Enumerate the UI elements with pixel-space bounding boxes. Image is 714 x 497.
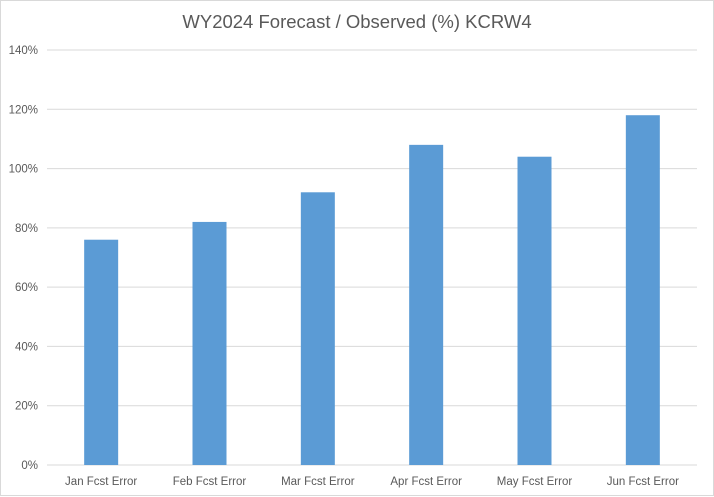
bar	[517, 156, 552, 465]
x-tick-label: Mar Fcst Error	[281, 476, 355, 488]
x-tick-label: Apr Fcst Error	[390, 476, 462, 488]
x-tick-label: Feb Fcst Error	[173, 476, 247, 488]
bar	[84, 239, 119, 465]
y-tick-label: 100%	[9, 164, 38, 176]
x-tick-label: Jun Fcst Error	[607, 476, 679, 488]
x-tick-label: Jan Fcst Error	[65, 476, 137, 488]
y-tick-label: 20%	[15, 401, 38, 413]
y-tick-label: 80%	[15, 223, 38, 235]
bar	[300, 192, 335, 466]
x-tick-label: May Fcst Error	[497, 476, 573, 488]
y-tick-label: 40%	[15, 341, 38, 353]
y-tick-label: 60%	[15, 282, 38, 294]
y-tick-label: 120%	[9, 104, 38, 116]
bar	[625, 115, 660, 465]
y-tick-label: 140%	[9, 45, 38, 57]
chart-title: WY2024 Forecast / Observed (%) KCRW4	[182, 11, 532, 32]
y-tick-label: 0%	[21, 460, 38, 472]
bar	[192, 221, 227, 465]
bar	[409, 144, 444, 465]
